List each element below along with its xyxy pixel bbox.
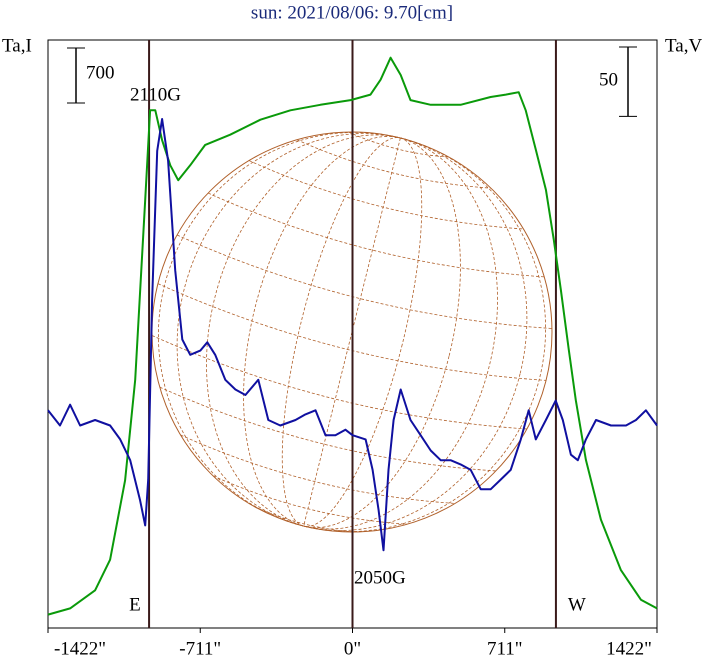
parallel — [348, 131, 449, 158]
annotation: 2050G — [354, 567, 406, 588]
series-line — [47, 118, 658, 552]
chart-title: sun: 2021/08/06: 9.70[cm] — [251, 2, 453, 23]
scale-bar-label: 50 — [599, 69, 618, 90]
parallel — [180, 434, 456, 504]
x-tick-label: 1422" — [606, 638, 652, 659]
parallel — [212, 475, 408, 525]
parallel — [248, 160, 524, 230]
west-label: W — [568, 594, 586, 615]
solar-globe — [151, 131, 553, 533]
parallel — [296, 139, 491, 189]
scale-bar-label: 700 — [86, 62, 115, 83]
parallel — [207, 192, 545, 278]
parallel — [176, 234, 552, 329]
x-tick-label: -1422" — [54, 638, 106, 659]
annotation: 2110G — [130, 84, 181, 105]
parallel — [151, 335, 527, 430]
x-tick-label: 711" — [487, 638, 523, 659]
y2-axis-label: Ta,V — [665, 35, 702, 56]
parallel — [157, 283, 547, 381]
x-tick-label: -711" — [179, 638, 221, 659]
parallel — [254, 506, 356, 533]
x-tick-label: 0" — [344, 638, 361, 659]
y-axis-label: Ta,I — [2, 35, 32, 56]
globe-grid — [151, 131, 552, 533]
series-line — [47, 56, 658, 616]
parallel — [159, 386, 496, 472]
east-label: E — [129, 594, 141, 615]
